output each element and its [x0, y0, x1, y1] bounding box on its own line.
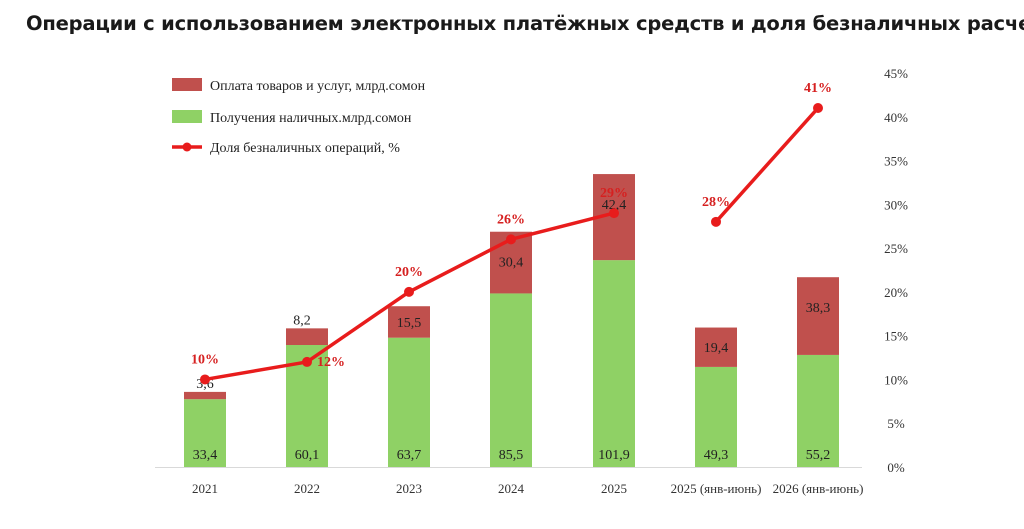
- bar-cash-5: [695, 366, 737, 467]
- bar-payment-label-3: 30,4: [499, 256, 524, 271]
- legend-swatch-payment: [172, 78, 202, 91]
- share-label-4: 29%: [600, 186, 628, 201]
- x-tick-label-6: 2026 (янв-июнь): [773, 481, 864, 496]
- bar-payment-label-1: 8,2: [293, 313, 311, 328]
- bar-payment-6: [797, 277, 839, 355]
- share-label-1: 12%: [317, 355, 345, 370]
- x-tick-label-5: 2025 (янв-июнь): [671, 481, 762, 496]
- share-line-layer: 10% 12% 20% 26% 29% 28% 41%: [191, 81, 832, 385]
- bar-cash-3: [490, 293, 532, 467]
- share-label-3: 26%: [497, 212, 525, 227]
- share-point-0: [200, 374, 210, 385]
- bar-cash-0: [184, 399, 226, 467]
- share-line-segment-1: [714, 106, 820, 224]
- x-tick-label-1: 2022: [294, 481, 320, 496]
- share-label-5: 28%: [702, 195, 730, 210]
- legend-swatch-cash: [172, 110, 202, 123]
- x-tick-label-3: 2024: [498, 481, 525, 496]
- bar-cash-2: [388, 337, 430, 467]
- bars-layer: 33,43,660,18,263,715,585,530,4101,942,44…: [184, 174, 839, 467]
- right-tick-label-6: 30%: [884, 197, 908, 212]
- legend-label-cash: Получения наличных.млрд.сомон: [210, 111, 412, 126]
- right-tick-label-9: 45%: [884, 66, 908, 81]
- share-point-5: [711, 216, 721, 227]
- legend-label-share: Доля безналичных операций, %: [210, 141, 400, 156]
- legend-marker-share: [182, 142, 192, 152]
- bar-cash-6: [797, 354, 839, 467]
- bar-payment-label-6: 38,3: [806, 301, 831, 316]
- bar-payment-2: [388, 306, 430, 338]
- bar-cash-label-6: 55,2: [806, 448, 831, 463]
- bar-cash-label-1: 60,1: [295, 448, 320, 463]
- bar-payment-1: [286, 328, 328, 345]
- bar-cash-label-4: 101,9: [598, 448, 630, 463]
- right-tick-label-1: 5%: [887, 416, 905, 431]
- x-tick-label-4: 2025: [601, 481, 627, 496]
- share-point-3: [506, 234, 516, 245]
- bar-cash-label-3: 85,5: [499, 448, 524, 463]
- bar-payment-0: [184, 391, 226, 400]
- share-point-6: [813, 103, 823, 114]
- share-label-0: 10%: [191, 352, 219, 367]
- share-point-2: [404, 286, 414, 297]
- legend: Оплата товаров и услуг, млрд.сомон Получе…: [172, 78, 426, 156]
- bar-payment-label-2: 15,5: [397, 316, 422, 331]
- right-tick-label-4: 20%: [884, 285, 908, 300]
- right-tick-label-0: 0%: [887, 460, 905, 475]
- right-tick-label-8: 40%: [884, 110, 908, 125]
- legend-label-payment: Оплата товаров и услуг, млрд.сомон: [210, 79, 426, 94]
- right-tick-label-3: 15%: [884, 329, 908, 344]
- share-label-6: 41%: [804, 81, 832, 96]
- bar-cash-label-5: 49,3: [704, 448, 729, 463]
- bar-cash-label-2: 63,7: [397, 448, 422, 463]
- bar-cash-label-0: 33,4: [193, 448, 218, 463]
- right-tick-label-5: 25%: [884, 241, 908, 256]
- right-tick-label-7: 35%: [884, 154, 908, 169]
- share-point-1: [302, 356, 312, 367]
- x-tick-label-2: 2023: [396, 481, 422, 496]
- share-point-4: [609, 208, 619, 219]
- axis-layer: 2021 2022 2023 2024 2025 2025 (янв-июнь) 2026 …: [155, 66, 908, 496]
- x-tick-label-0: 2021: [192, 481, 218, 496]
- bar-payment-5: [695, 327, 737, 367]
- bar-payment-label-4: 42,4: [602, 198, 627, 213]
- share-label-2: 20%: [395, 265, 423, 280]
- bar-payment-label-5: 19,4: [704, 341, 729, 356]
- right-tick-label-2: 10%: [884, 372, 908, 387]
- chart-title: Операции с использованием электронных пл…: [26, 12, 1024, 35]
- bar-cash-4: [593, 260, 635, 467]
